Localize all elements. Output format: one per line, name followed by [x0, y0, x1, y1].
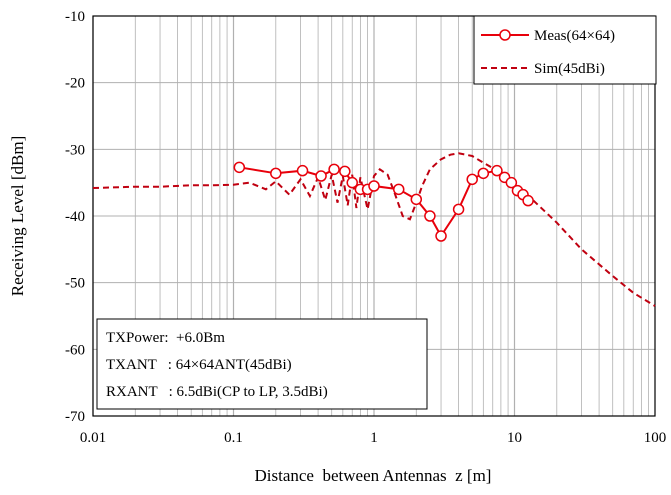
meas-data-point [328, 163, 340, 176]
x-tick-label: 100 [644, 430, 667, 446]
legend-meas-marker [499, 29, 511, 41]
info-box: TXPower: +6.0Bm TXANT : 64×64ANT(45dBi) … [96, 318, 428, 410]
legend-meas-label: Meas(64×64) [534, 28, 615, 44]
x-tick-label: 1 [370, 430, 378, 446]
meas-data-point [522, 194, 534, 207]
meas-data-point [452, 203, 465, 216]
info-line-txant: TXANT : 64×64ANT(45dBi) [106, 357, 292, 373]
meas-data-point [270, 167, 282, 180]
meas-data-point [368, 180, 380, 192]
series-layer [92, 152, 656, 307]
info-line-txpower: TXPower: +6.0Bm [106, 330, 225, 346]
legend-sim-label: Sim(45dBi) [534, 61, 605, 77]
y-axis-title: Receiving Level [dBm] [8, 136, 27, 297]
y-tick-label: -30 [65, 142, 85, 158]
tick-labels: 0.01 0.1 1 10 100 -10 -20 -30 -40 -50 -60 -70 [65, 9, 666, 446]
plot-frame [92, 15, 656, 417]
meas-data-point [346, 176, 358, 189]
info-box-frame [96, 318, 428, 410]
x-tick-label: 0.01 [80, 430, 106, 446]
meas-data-point [315, 170, 327, 182]
meas-data-point [505, 176, 518, 189]
meas-data-point [477, 167, 490, 180]
y-tick-label: -40 [65, 209, 85, 225]
info-line-rxant: RXANT : 6.5dBi(CP to LP, 3.5dBi) [106, 384, 328, 400]
meas-data-point [233, 161, 246, 174]
axes [92, 15, 656, 417]
meas-data-point [296, 164, 309, 177]
legend-box [473, 15, 657, 85]
legend: Meas(64×64) Sim(45dBi) [473, 15, 657, 85]
x-axis-title: Distance between Antennas z [m] [255, 466, 492, 485]
x-tick-label: 10 [507, 430, 522, 446]
meas-data-point [491, 164, 503, 177]
meas-data-point [410, 193, 423, 206]
meas-data-point [435, 230, 447, 242]
meas-data-point [392, 183, 405, 196]
y-tick-label: -10 [65, 9, 85, 25]
y-tick-label: -50 [65, 276, 85, 292]
y-tick-label: -60 [65, 342, 85, 358]
meas-data-point [466, 173, 478, 186]
y-tick-label: -20 [65, 76, 85, 92]
x-tick-label: 0.1 [224, 430, 243, 446]
meas-data-point [339, 165, 351, 178]
meas-data-point [424, 210, 436, 222]
y-tick-label: -70 [65, 409, 85, 425]
